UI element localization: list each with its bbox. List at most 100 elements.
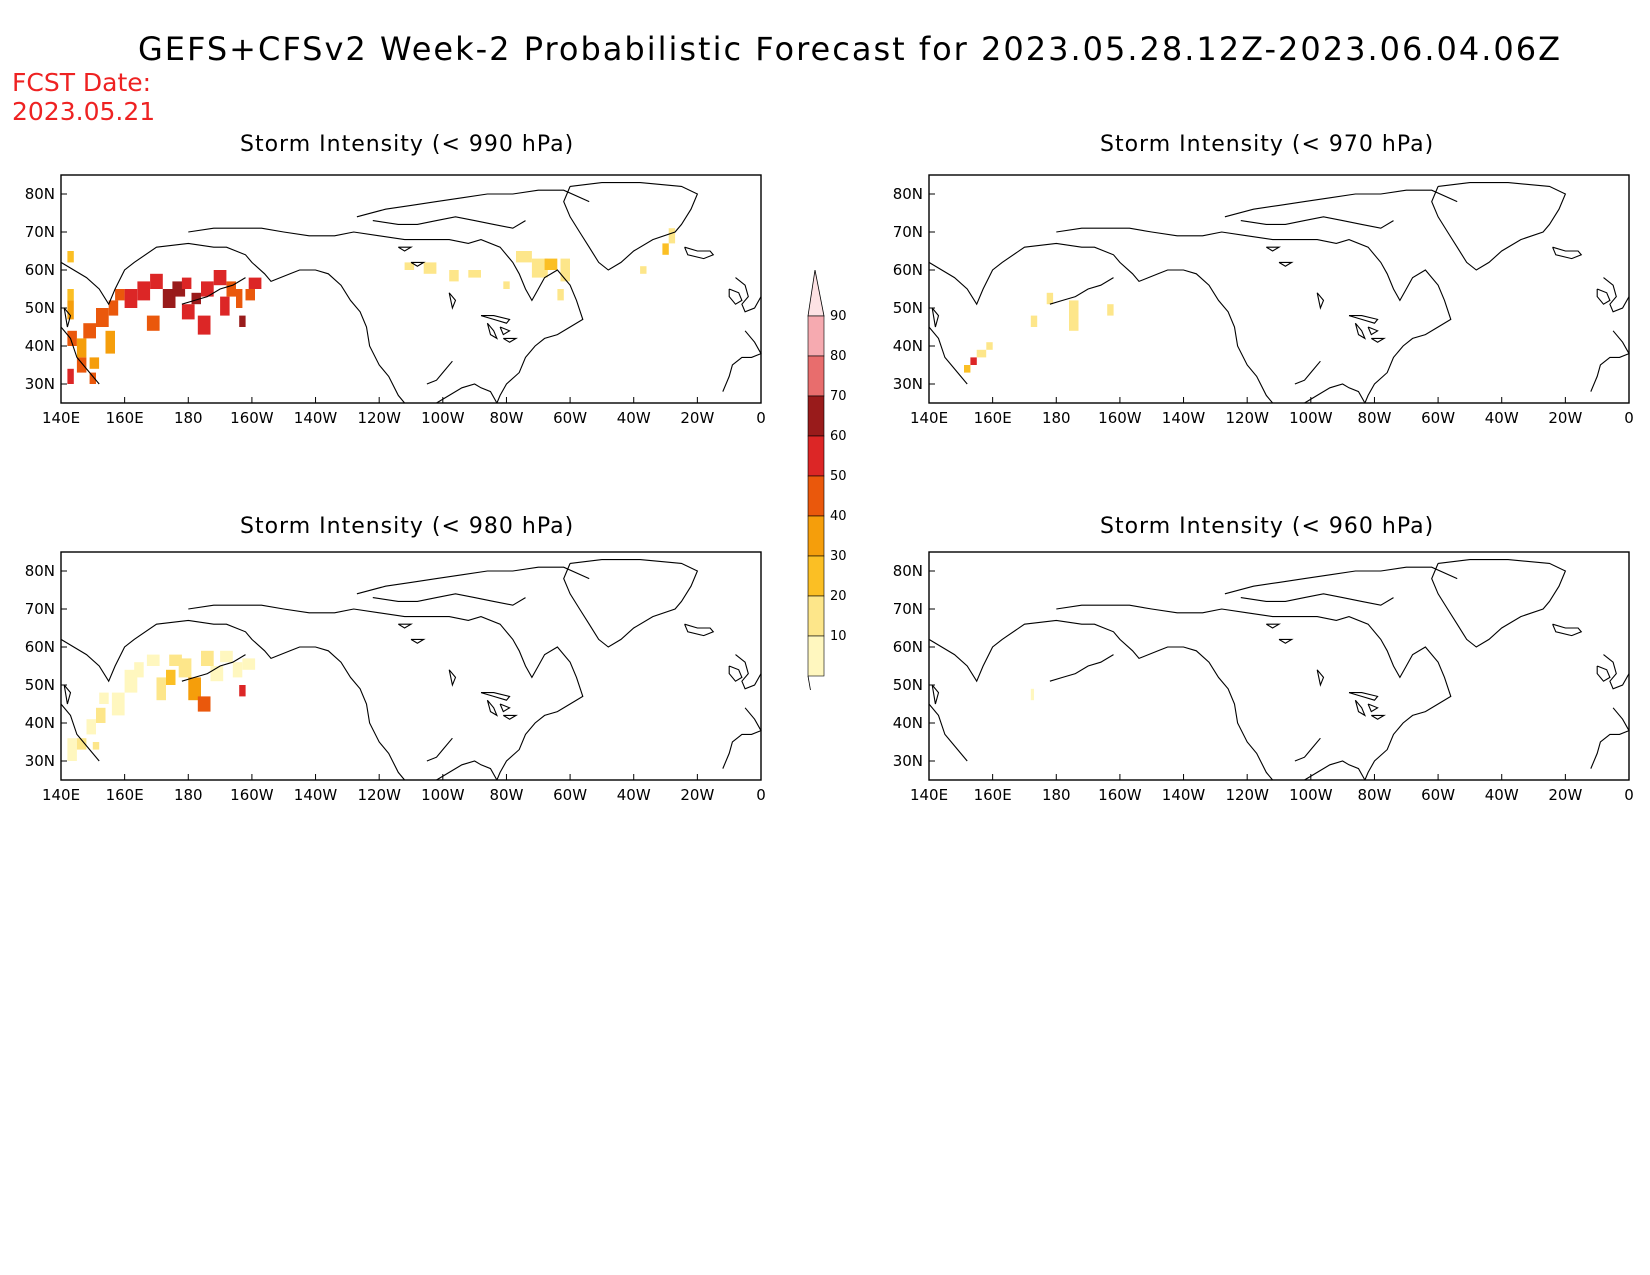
probability-cell xyxy=(1030,688,1034,701)
coastline xyxy=(1224,566,1458,595)
probability-cell xyxy=(1046,292,1054,305)
probability-cell xyxy=(668,228,676,244)
probability-cell xyxy=(92,742,100,750)
colorbar-swatch xyxy=(807,475,825,517)
lon-tick-label: 180 xyxy=(1042,786,1071,804)
coastlines xyxy=(928,182,1630,404)
probability-cell xyxy=(156,677,166,701)
probability-cell xyxy=(557,289,564,301)
lon-tick-label: 20W xyxy=(1548,786,1582,804)
coastline xyxy=(60,326,100,385)
probability-cell xyxy=(146,654,160,666)
coastline xyxy=(1371,337,1387,343)
probability-cell xyxy=(1030,315,1038,327)
coastline xyxy=(1278,261,1294,267)
coastline xyxy=(486,699,499,717)
coastline xyxy=(1354,699,1367,717)
lon-tick-label: 100W xyxy=(421,409,465,427)
probability-cell xyxy=(970,357,977,365)
probability-cell xyxy=(137,281,151,301)
coastline xyxy=(499,703,511,713)
map-panel-980: 140E 160E 180 160W 140W 120W 100W 80W 60W 40W 20W 0… xyxy=(25,551,766,804)
probability-cell xyxy=(146,315,160,331)
probability-cell xyxy=(503,281,510,289)
probability-cell xyxy=(662,243,669,255)
coastline xyxy=(928,703,968,762)
colorbar-label: 30 xyxy=(830,549,847,564)
lat-tick-label: 60N xyxy=(25,261,55,279)
coastline xyxy=(1304,383,1366,404)
coastline xyxy=(181,277,246,305)
coastline xyxy=(398,623,414,629)
coastline xyxy=(928,242,1274,404)
probability-cell xyxy=(197,696,211,712)
lat-tick-label: 80N xyxy=(25,185,55,203)
coastline xyxy=(928,326,968,385)
probability-cell xyxy=(67,300,74,320)
lon-tick-label: 180 xyxy=(174,409,203,427)
lon-tick-label: 0 xyxy=(756,786,766,804)
coastline xyxy=(1596,665,1611,682)
coastline xyxy=(684,623,715,637)
coastline xyxy=(436,383,498,404)
coastline xyxy=(60,619,406,781)
coastline xyxy=(1316,669,1325,687)
coastline xyxy=(735,654,762,690)
lon-tick-label: 160W xyxy=(1098,786,1142,804)
lon-tick-label: 160W xyxy=(230,786,274,804)
coastline xyxy=(410,638,426,644)
colorbar-label: 70 xyxy=(830,389,847,404)
colorbar-label: 10 xyxy=(830,629,847,644)
map-frame xyxy=(60,174,762,404)
forecast-date-block: FCST Date: 2023.05.21 xyxy=(12,68,155,126)
probability-cell xyxy=(197,315,211,335)
lat-tick-label: 30N xyxy=(25,752,55,770)
lat-tick-label: 50N xyxy=(893,676,923,694)
lon-tick-label: 140E xyxy=(910,786,948,804)
colorbar-swatch xyxy=(807,515,825,557)
coastline xyxy=(63,684,72,705)
probability-cell xyxy=(245,289,255,301)
probability-cell xyxy=(986,342,993,350)
coastline xyxy=(1590,707,1630,769)
colorbar-label: 40 xyxy=(830,509,847,524)
lon-tick-label: 20W xyxy=(680,786,714,804)
probability-cell xyxy=(239,685,246,697)
panel-title-960: Storm Intensity (< 960 hPa) xyxy=(1100,514,1435,539)
probability-cell xyxy=(964,365,971,373)
probability-cell xyxy=(178,658,192,678)
probability-cell xyxy=(976,349,987,358)
coastline xyxy=(356,189,590,218)
colorbar-swatch xyxy=(807,635,825,677)
probability-cell xyxy=(220,296,230,316)
lon-tick-label: 20W xyxy=(680,409,714,427)
coastline xyxy=(728,665,743,682)
probability-cell xyxy=(404,262,415,270)
coastline xyxy=(503,337,519,343)
coastline xyxy=(486,322,499,340)
probability-cell xyxy=(108,300,119,316)
lon-tick-label: 160E xyxy=(974,786,1012,804)
coastline xyxy=(1224,189,1458,218)
lon-tick-label: 160W xyxy=(230,409,274,427)
colorbar-label: 20 xyxy=(830,589,847,604)
lon-tick-label: 100W xyxy=(1289,409,1333,427)
coastline xyxy=(684,246,715,260)
colorbar-swatch xyxy=(807,435,825,477)
lon-tick-label: 60W xyxy=(553,786,587,804)
colorbar-swatch xyxy=(807,395,825,437)
lon-tick-label: 140W xyxy=(294,409,338,427)
lon-tick-label: 80W xyxy=(489,409,523,427)
lon-tick-label: 140W xyxy=(1162,786,1206,804)
probability-cell xyxy=(220,650,233,663)
colorbar-label: 80 xyxy=(830,349,847,364)
lon-tick-label: 120W xyxy=(1225,786,1269,804)
probability-cell xyxy=(67,289,74,301)
lon-tick-label: 40W xyxy=(617,786,651,804)
coastline xyxy=(1354,322,1367,340)
colorbar-swatch xyxy=(807,555,825,597)
lon-tick-label: 20W xyxy=(1548,409,1582,427)
lon-tick-label: 60W xyxy=(1421,786,1455,804)
panel-title-980: Storm Intensity (< 980 hPa) xyxy=(240,514,575,539)
probability-cell xyxy=(134,662,144,678)
